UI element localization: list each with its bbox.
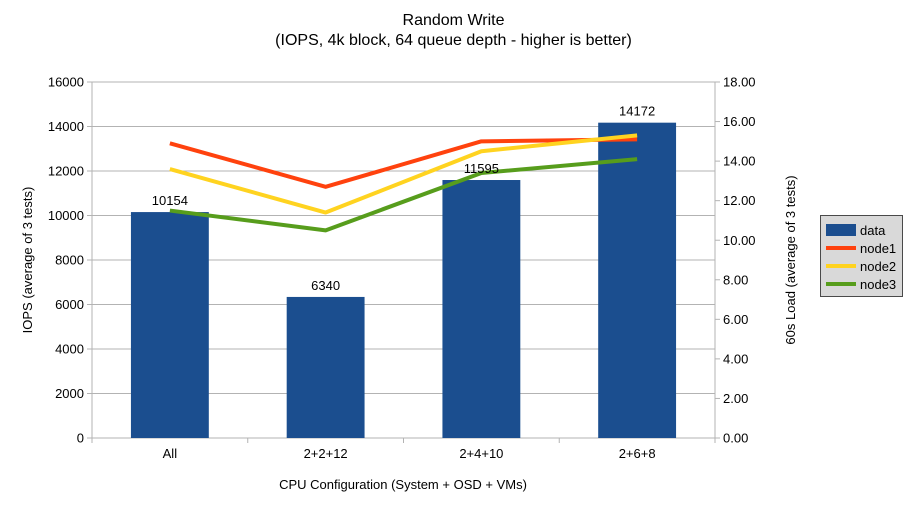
right-axis-tick-label: 16.00: [723, 114, 756, 129]
bar-All: [130, 212, 209, 438]
right-axis-tick-label: 2.00: [723, 391, 748, 406]
left-axis-tick-label: 4000: [55, 342, 84, 357]
legend-label: node3: [860, 276, 897, 292]
right-axis-tick-label: 18.00: [723, 75, 756, 90]
legend-swatch-data: [826, 224, 856, 236]
legend-label: node1: [860, 240, 897, 256]
legend-item-data: data: [821, 221, 902, 239]
line-series-node3: [169, 157, 638, 233]
bar-value-label: 14172: [619, 104, 655, 119]
bar-value-label: 6340: [311, 278, 340, 293]
right-axis-tick-label: 10.00: [723, 233, 756, 248]
right-axis-tick-label: 12.00: [723, 193, 756, 208]
left-axis-tick-label: 14000: [48, 119, 84, 134]
right-axis-tick-label: 6.00: [723, 312, 748, 327]
x-axis-category-label: 2+4+10: [459, 446, 503, 461]
x-axis-category-label: 2+2+12: [304, 446, 348, 461]
chart-subtitle: (IOPS, 4k block, 64 queue depth - higher…: [275, 32, 632, 49]
chart-title: Random Write: [402, 12, 505, 29]
legend-item-node3: node3: [821, 275, 902, 293]
legend-swatch-node2: [826, 264, 856, 268]
bar-2+4+10: [442, 180, 521, 439]
line-series-node1: [169, 137, 638, 189]
left-axis-tick-label: 8000: [55, 253, 84, 268]
right-axis-tick-label: 4.00: [723, 351, 748, 366]
left-axis-tick-label: 0: [77, 431, 84, 446]
legend-label: data: [860, 222, 886, 238]
bar-value-label: 10154: [152, 193, 188, 208]
legend: data node1 node2 node3: [820, 215, 903, 297]
left-axis-title: IOPS (average of 3 tests): [20, 186, 35, 334]
x-axis-category-label: 2+6+8: [619, 446, 656, 461]
x-axis-category-label: All: [163, 446, 178, 461]
legend-item-node1: node1: [821, 239, 902, 257]
bar-value-label: 11595: [464, 161, 499, 176]
bar-2+2+12: [286, 296, 365, 438]
line-series-node2: [169, 133, 638, 215]
left-axis-tick-label: 12000: [48, 164, 84, 179]
right-axis-title: 60s Load (average of 3 tests): [783, 175, 798, 345]
legend-swatch-node1: [826, 246, 856, 250]
legend-item-node2: node2: [821, 257, 902, 275]
left-axis-tick-label: 2000: [55, 386, 84, 401]
right-axis-tick-label: 0.00: [723, 431, 748, 446]
bar-2+6+8: [598, 122, 677, 438]
legend-label: node2: [860, 258, 897, 274]
right-axis-tick-label: 8.00: [723, 272, 748, 287]
left-axis-tick-label: 16000: [48, 75, 84, 90]
right-axis-tick-label: 14.00: [723, 154, 756, 169]
left-axis-tick-label: 10000: [48, 208, 84, 223]
legend-swatch-node3: [826, 282, 856, 286]
x-axis-title: CPU Configuration (System + OSD + VMs): [279, 477, 527, 492]
left-axis-tick-label: 6000: [55, 297, 84, 312]
